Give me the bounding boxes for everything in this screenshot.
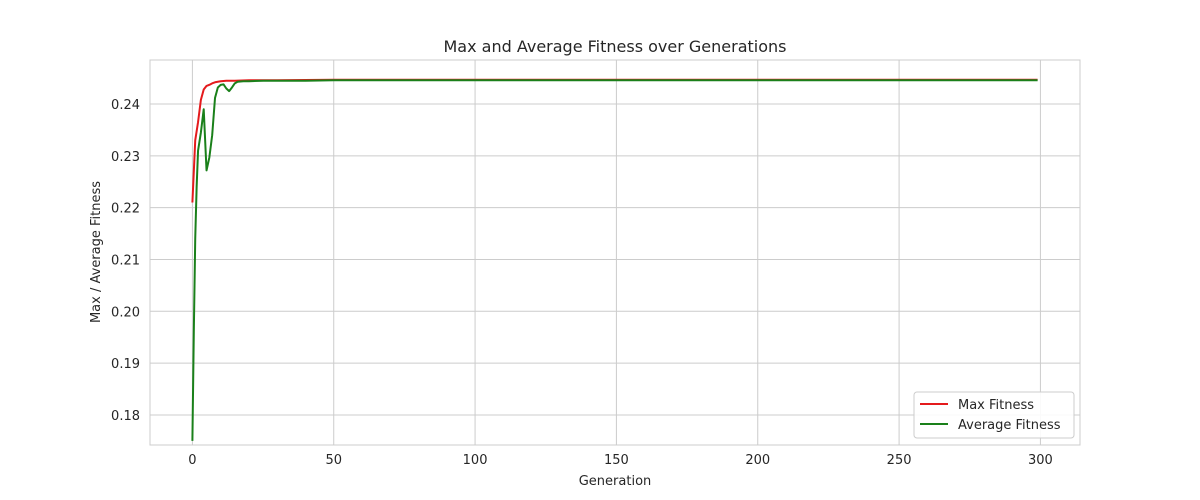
legend-label-max-fitness: Max Fitness (958, 398, 1034, 413)
legend-label-average-fitness: Average Fitness (958, 418, 1061, 433)
y-tick-label: 0.18 (111, 409, 140, 424)
y-tick-label: 0.20 (111, 305, 140, 320)
x-tick-label: 50 (325, 453, 342, 468)
x-tick-label: 100 (463, 453, 488, 468)
series-line-average-fitness (191, 79, 1038, 441)
y-tick-label: 0.19 (111, 357, 140, 372)
legend: Max Fitness Average Fitness (913, 391, 1075, 439)
x-tick-label: 200 (745, 453, 770, 468)
axis-ticks: 0 50 100 150 200 250 300 0.18 0.19 0.20 0.21 0.22 0.… (111, 98, 1053, 468)
legend-box (913, 391, 1075, 439)
x-tick-label: 300 (1028, 453, 1053, 468)
x-tick-label: 250 (887, 453, 912, 468)
x-axis-title: Generation (579, 474, 652, 489)
grid-lines (150, 60, 1080, 445)
plot-frame (149, 59, 1081, 446)
y-axis-title: Max / Average Fitness (89, 181, 104, 323)
y-tick-label: 0.22 (111, 202, 140, 217)
chart-title: Max and Average Fitness over Generations (444, 37, 787, 56)
y-tick-label: 0.23 (111, 150, 140, 165)
y-tick-label: 0.24 (111, 98, 140, 113)
x-tick-label: 150 (604, 453, 629, 468)
y-tick-label: 0.21 (111, 253, 140, 268)
series-lines (191, 78, 1038, 441)
x-tick-label: 0 (188, 453, 196, 468)
